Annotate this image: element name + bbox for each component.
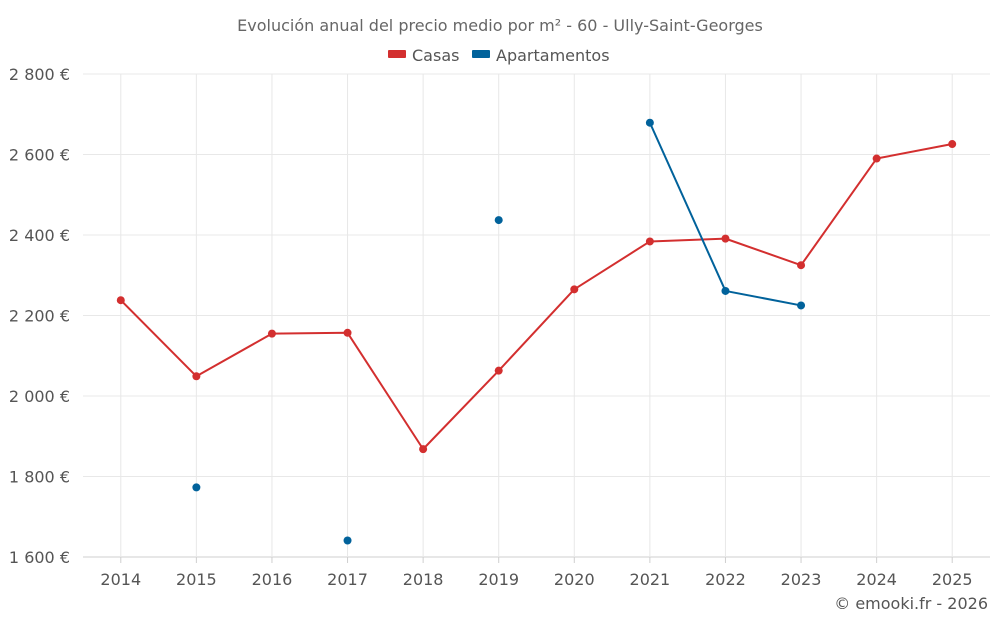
x-tick-label: 2015 bbox=[176, 570, 217, 589]
data-point-apartamentos[interactable] bbox=[721, 286, 730, 295]
series-line-casas bbox=[120, 143, 953, 451]
x-tick-label: 2017 bbox=[327, 570, 368, 589]
y-tick-label: 2 000 € bbox=[9, 387, 70, 406]
y-tick-label: 2 400 € bbox=[9, 226, 70, 245]
x-tick-label: 2022 bbox=[705, 570, 746, 589]
grid bbox=[83, 73, 990, 558]
data-point-casas[interactable] bbox=[948, 140, 957, 149]
y-axis: 1 600 € 1 800 € 2 000 € 2 200 € 2 400 € 2 600… bbox=[9, 65, 70, 567]
data-point-casas[interactable] bbox=[872, 154, 881, 163]
data-point-apartamentos[interactable] bbox=[343, 536, 352, 545]
data-point-casas[interactable] bbox=[494, 366, 503, 375]
y-tick-label: 1 800 € bbox=[9, 468, 70, 487]
x-axis: 2014 2015 2016 2017 2018 2019 2020 2021 2022 2023… bbox=[100, 557, 973, 589]
x-tick-label: 2021 bbox=[630, 570, 671, 589]
data-point-apartamentos[interactable] bbox=[645, 118, 654, 127]
legend-swatch-casas bbox=[388, 50, 406, 58]
legend-item-casas[interactable]: Casas bbox=[388, 46, 459, 65]
data-point-apartamentos[interactable] bbox=[494, 216, 503, 225]
data-point-apartamentos[interactable] bbox=[192, 483, 201, 492]
x-tick-label: 2014 bbox=[100, 570, 141, 589]
chart-title: Evolución anual del precio medio por m² … bbox=[237, 16, 763, 35]
y-tick-label: 2 600 € bbox=[9, 146, 70, 165]
x-tick-label: 2025 bbox=[932, 570, 973, 589]
data-point-casas[interactable] bbox=[645, 237, 654, 246]
data-point-casas[interactable] bbox=[267, 329, 276, 338]
legend: Casas Apartamentos bbox=[388, 46, 610, 65]
data-point-casas[interactable] bbox=[419, 445, 428, 454]
legend-label-apartamentos: Apartamentos bbox=[496, 46, 610, 65]
data-point-apartamentos[interactable] bbox=[797, 301, 806, 310]
x-tick-label: 2020 bbox=[554, 570, 595, 589]
data-point-casas[interactable] bbox=[570, 285, 579, 294]
data-point-casas[interactable] bbox=[192, 372, 201, 381]
credit-text: © emooki.fr - 2026 bbox=[834, 594, 988, 613]
legend-label-casas: Casas bbox=[412, 46, 459, 65]
x-tick-label: 2024 bbox=[856, 570, 897, 589]
x-tick-label: 2023 bbox=[781, 570, 822, 589]
data-point-casas[interactable] bbox=[721, 234, 730, 243]
series-apartamentos bbox=[192, 118, 806, 545]
x-tick-label: 2019 bbox=[478, 570, 519, 589]
y-tick-label: 2 200 € bbox=[9, 307, 70, 326]
series bbox=[116, 118, 957, 545]
y-tick-label: 2 800 € bbox=[9, 65, 70, 84]
legend-item-apartamentos[interactable]: Apartamentos bbox=[472, 46, 610, 65]
data-point-casas[interactable] bbox=[116, 296, 125, 305]
legend-swatch-apartamentos bbox=[472, 50, 490, 58]
data-point-casas[interactable] bbox=[797, 261, 806, 270]
series-casas bbox=[116, 140, 957, 454]
data-point-casas[interactable] bbox=[343, 328, 352, 337]
y-tick-label: 1 600 € bbox=[9, 548, 70, 567]
x-tick-label: 2018 bbox=[403, 570, 444, 589]
x-tick-label: 2016 bbox=[252, 570, 293, 589]
